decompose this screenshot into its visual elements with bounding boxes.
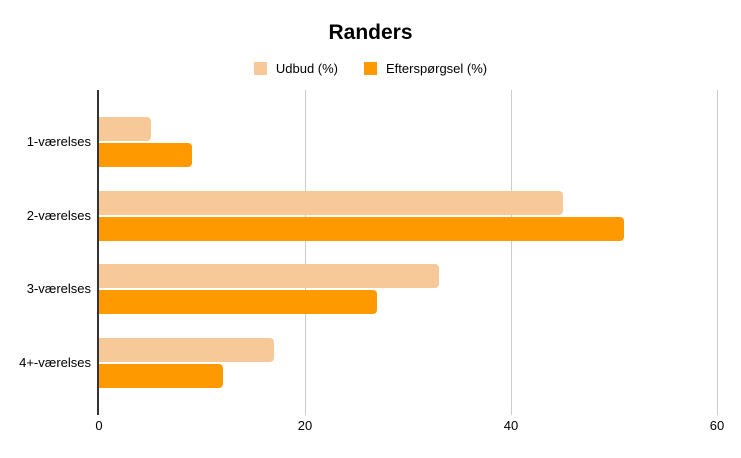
legend-label: Udbud (%) (275, 61, 338, 76)
x-tick-label-20: 20 (297, 418, 313, 433)
bar-group-0 (99, 117, 717, 167)
bar-group-2 (99, 264, 717, 314)
bar-series0-cat1 (99, 191, 563, 215)
bar-group-3 (99, 338, 717, 388)
category-label-0: 1-værelses (26, 134, 91, 149)
gridline-60 (717, 90, 718, 415)
chart-title: Randers (328, 21, 413, 44)
x-tick-label-0: 0 (95, 418, 103, 433)
bar-series0-cat2 (99, 264, 439, 288)
legend-swatch-icon (364, 62, 377, 75)
legend-item-1: Efterspørgsel (%) (364, 61, 487, 76)
plot-area: 0 20 40 60 (95, 90, 724, 433)
gridline-20 (305, 90, 306, 415)
legend-swatch-icon (253, 62, 267, 75)
gridline-40 (511, 90, 512, 415)
bar-group-1 (99, 191, 717, 241)
legend-item-0: Udbud (%) (253, 61, 338, 76)
bar-series1-cat0 (99, 143, 192, 167)
category-axis-labels: 1-værelses 2-værelses 3-værelses 4+-værelse… (0, 0, 91, 458)
x-tick-label-60: 60 (709, 418, 725, 433)
x-tick-label-40: 40 (503, 418, 519, 433)
legend-label: Efterspørgsel (%) (386, 61, 488, 76)
category-label-1: 2-værelses (26, 208, 91, 223)
bar-series1-cat3 (99, 364, 223, 388)
bar-series1-cat1 (99, 217, 625, 241)
bar-series0-cat3 (99, 338, 275, 362)
category-label-2: 3-værelses (26, 281, 91, 296)
bar-series1-cat2 (99, 290, 378, 314)
category-label-3: 4+-værelses (19, 355, 91, 370)
legend: Udbud (%) Efterspørgsel (%) (0, 61, 741, 76)
value-axis-labels: 0 20 40 60 (95, 418, 724, 438)
bar-series0-cat0 (99, 117, 151, 141)
